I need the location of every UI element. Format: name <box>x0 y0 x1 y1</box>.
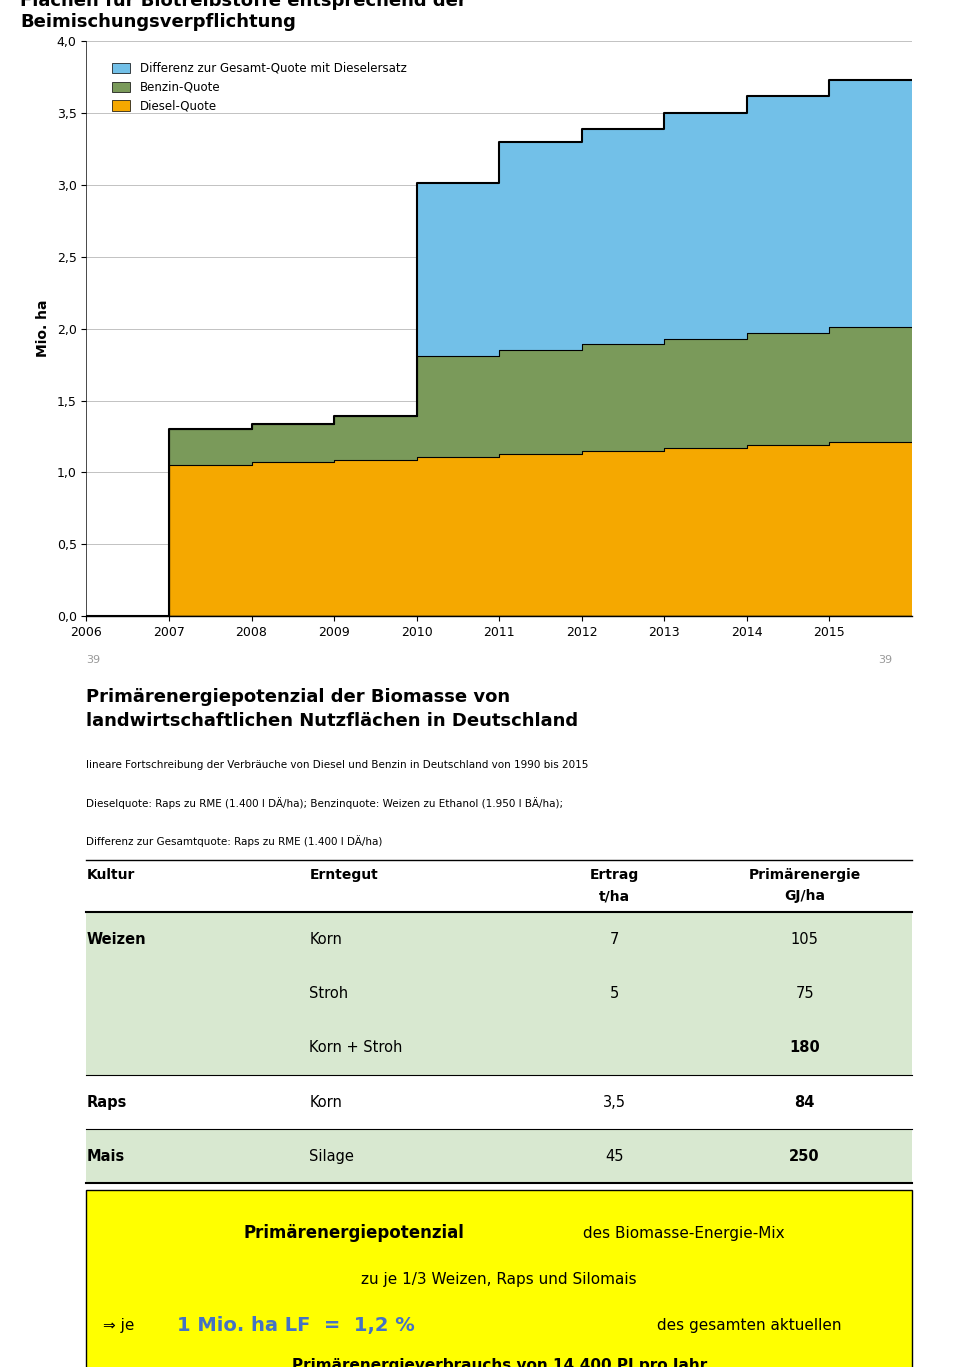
Text: ⇒ je: ⇒ je <box>103 1318 139 1333</box>
Text: Ertrag: Ertrag <box>590 868 639 882</box>
Legend: Differenz zur Gesamt-Quote mit Dieselersatz, Benzin-Quote, Diesel-Quote: Differenz zur Gesamt-Quote mit Dieselers… <box>108 59 410 116</box>
Bar <box>86 912 912 1074</box>
Text: Erntegut: Erntegut <box>309 868 378 882</box>
Text: 75: 75 <box>795 986 814 1001</box>
Text: lineare Fortschreibung der Verbräuche von Diesel und Benzin in Deutschland von 1: lineare Fortschreibung der Verbräuche vo… <box>86 760 588 770</box>
Text: Raps: Raps <box>86 1095 127 1110</box>
Text: Differenz zur Gesamtquote: Raps zu RME (1.400 l DÄ/ha): Differenz zur Gesamtquote: Raps zu RME (… <box>86 835 383 846</box>
Text: 250: 250 <box>789 1148 820 1163</box>
Text: Primärenergiepotenzial der Biomasse von
landwirtschaftlichen Nutzflächen in Deut: Primärenergiepotenzial der Biomasse von … <box>86 688 579 730</box>
Text: 3,5: 3,5 <box>603 1095 626 1110</box>
Text: des Biomasse-Energie-Mix: des Biomasse-Energie-Mix <box>579 1226 785 1240</box>
Text: Dieselquote: Raps zu RME (1.400 l DÄ/ha); Benzinquote: Weizen zu Ethanol (1.950 : Dieselquote: Raps zu RME (1.400 l DÄ/ha)… <box>86 797 564 809</box>
Text: 45: 45 <box>606 1148 624 1163</box>
Text: Primärenergie: Primärenergie <box>749 868 861 882</box>
Text: Flächen für Biotreibstoffe entsprechend der
Beimischungsverpflichtung: Flächen für Biotreibstoffe entsprechend … <box>20 0 468 31</box>
Text: t/ha: t/ha <box>599 890 631 904</box>
Text: 84: 84 <box>795 1095 815 1110</box>
Text: GJ/ha: GJ/ha <box>784 890 826 904</box>
Text: Mais: Mais <box>86 1148 125 1163</box>
Text: Kultur: Kultur <box>86 868 134 882</box>
Text: Primärenergiepotenzial: Primärenergiepotenzial <box>243 1223 464 1243</box>
Bar <box>86 1129 912 1184</box>
Text: Korn: Korn <box>309 932 342 947</box>
Y-axis label: Mio. ha: Mio. ha <box>36 299 50 357</box>
Text: 39: 39 <box>86 655 101 664</box>
Text: Weizen: Weizen <box>86 932 146 947</box>
Text: 7: 7 <box>611 932 619 947</box>
Text: Silage: Silage <box>309 1148 354 1163</box>
Text: Primärenergieverbrauchs von 14.400 PJ pro Jahr: Primärenergieverbrauchs von 14.400 PJ pr… <box>292 1357 707 1367</box>
Text: 180: 180 <box>789 1040 820 1055</box>
Text: zu je 1/3 Weizen, Raps und Silomais: zu je 1/3 Weizen, Raps und Silomais <box>361 1271 637 1286</box>
Text: 39: 39 <box>878 655 893 664</box>
Text: 105: 105 <box>791 932 819 947</box>
Text: Korn: Korn <box>309 1095 342 1110</box>
Text: 5: 5 <box>611 986 619 1001</box>
Text: Stroh: Stroh <box>309 986 348 1001</box>
Text: 1 Mio. ha LF  =  1,2 %: 1 Mio. ha LF = 1,2 % <box>178 1316 415 1336</box>
Bar <box>86 1191 912 1367</box>
Text: Korn + Stroh: Korn + Stroh <box>309 1040 402 1055</box>
Text: des gesamten aktuellen: des gesamten aktuellen <box>652 1318 841 1333</box>
